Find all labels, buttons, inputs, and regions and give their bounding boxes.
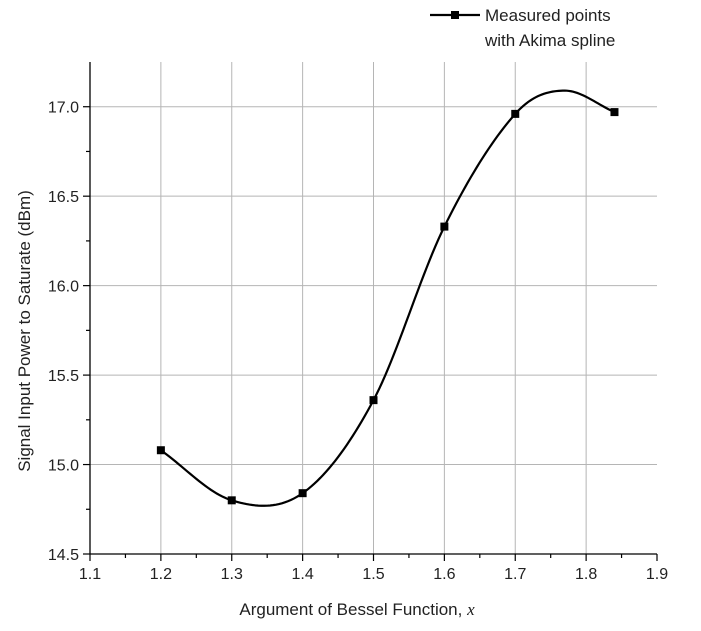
y-axis-title: Signal Input Power to Saturate (dBm): [15, 190, 34, 472]
data-point: [511, 109, 520, 118]
y-tick-label: 17.0: [48, 100, 79, 117]
y-tick-label: 15.0: [48, 458, 79, 475]
y-tick-label: 16.5: [48, 189, 79, 206]
data-point: [298, 489, 307, 498]
series-curve: [160, 89, 615, 507]
x-axis-title: Argument of Bessel Function, x: [239, 600, 475, 619]
x-tick-label: 1.8: [575, 566, 597, 583]
x-tick-label: 1.4: [292, 566, 314, 583]
legend-label-line2: with Akima spline: [484, 31, 615, 50]
legend: Measured points with Akima spline: [430, 6, 615, 50]
grid: [90, 62, 657, 554]
ticks: 1.1 1.2 1.3 1.4 1.5 1.6 1.7 1.8 1.9 14.5 15.0 15.5 1…: [48, 100, 668, 583]
x-tick-label: 1.9: [646, 566, 668, 583]
x-tick-label: 1.7: [504, 566, 526, 583]
data-point: [156, 446, 165, 455]
y-tick-label: 15.5: [48, 368, 79, 385]
data-point: [440, 222, 449, 231]
x-tick-label: 1.6: [433, 566, 455, 583]
data-point: [610, 108, 619, 117]
legend-marker-square: [451, 11, 459, 19]
x-tick-label: 1.1: [79, 566, 101, 583]
data-point: [227, 496, 236, 505]
data-series: [156, 89, 619, 507]
legend-label-line1: Measured points: [485, 6, 611, 25]
x-tick-label: 1.5: [362, 566, 384, 583]
x-tick-label: 1.2: [150, 566, 172, 583]
y-tick-label: 16.0: [48, 279, 79, 296]
data-point: [369, 396, 378, 405]
y-tick-label: 14.5: [48, 547, 79, 564]
x-tick-label: 1.3: [221, 566, 243, 583]
